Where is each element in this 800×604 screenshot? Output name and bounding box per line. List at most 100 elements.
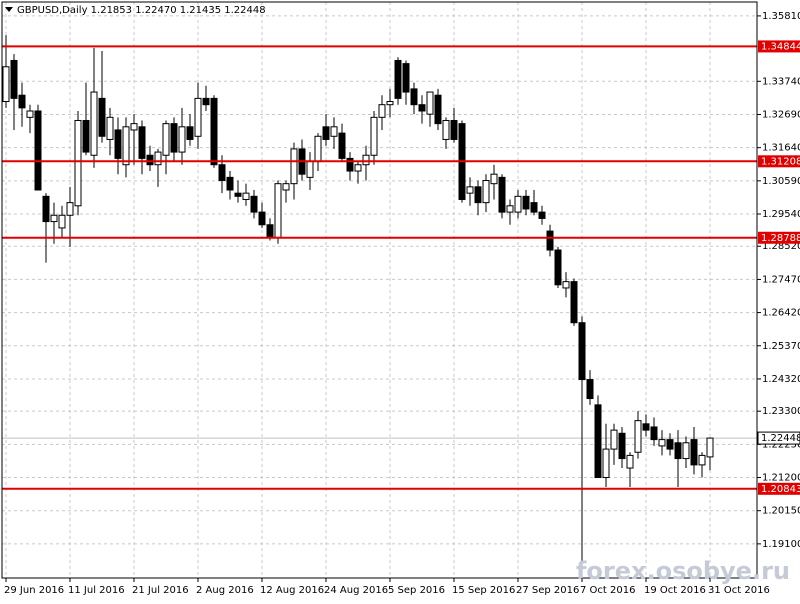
candle-body (610, 429, 618, 450)
candle-body (466, 186, 474, 194)
y-tick-label: 1.30590 (762, 176, 800, 187)
y-tick-label: 1.24320 (762, 374, 800, 385)
x-tick-label: 12 Aug 2016 (260, 585, 324, 596)
candle-body (2, 66, 10, 103)
candle-body (626, 454, 634, 469)
candle-body (402, 63, 410, 93)
plot-frame (1, 1, 758, 579)
level-label: 1.34844 (761, 41, 800, 52)
candle-body (586, 379, 594, 400)
candle-body (482, 180, 490, 204)
candle-body (306, 161, 314, 178)
candle-body (506, 205, 514, 213)
symbol-icon (5, 7, 13, 12)
chart-title: GBPUSD,Daily 1.21853 1.22470 1.21435 1.2… (17, 5, 266, 16)
candle-body (186, 126, 194, 140)
y-tick-label: 1.23300 (762, 406, 800, 417)
candle-body (226, 176, 234, 191)
candle-body (50, 214, 58, 223)
candle-body (378, 104, 386, 118)
plot-layer (2, 2, 757, 578)
candle-body (154, 151, 162, 166)
candle-body (386, 101, 394, 106)
candle-body (698, 454, 706, 466)
candle-body (490, 173, 498, 185)
y-tick-label: 1.31640 (762, 143, 800, 154)
candle-body (546, 230, 554, 251)
candle-body (434, 94, 442, 125)
candle-body (290, 148, 298, 185)
candle-body (138, 126, 146, 159)
candle-body (250, 195, 258, 213)
x-tick-label: 31 Oct 2016 (708, 585, 770, 596)
candle-body (570, 281, 578, 324)
candle-body (234, 192, 242, 197)
candle-body (210, 97, 218, 166)
candle-body (66, 202, 74, 216)
candle-body (338, 132, 346, 159)
y-tick-label: 1.35810 (762, 11, 800, 22)
level-label: 1.20843 (761, 484, 800, 495)
candle-body (522, 195, 530, 210)
candle-body (106, 116, 114, 140)
candle-body (42, 195, 50, 223)
x-tick-label: 11 Jul 2016 (68, 585, 125, 596)
candle-body (410, 88, 418, 106)
candle-body (330, 126, 338, 137)
candle-body (578, 322, 586, 381)
candle-body (282, 183, 290, 191)
candle-body (642, 423, 650, 431)
candle-body (634, 420, 642, 453)
candle-body (266, 224, 274, 238)
y-tick-label: 1.20150 (762, 506, 800, 517)
candle-body (354, 164, 362, 172)
candle-body (346, 157, 354, 172)
candle-body (130, 123, 138, 131)
x-tick-label: 7 Oct 2016 (580, 585, 635, 596)
candle-body (202, 97, 210, 106)
y-tick-label: 1.26420 (762, 308, 800, 319)
x-tick-label: 29 Jun 2016 (4, 585, 64, 596)
candle-body (474, 186, 482, 204)
candle-body (34, 110, 42, 191)
candle-body (370, 116, 378, 156)
candle-body (322, 126, 330, 140)
price-label-box (757, 431, 800, 445)
candle-body (530, 202, 538, 213)
x-tick-label: 24 Aug 2016 (324, 585, 388, 596)
candle-body (146, 154, 154, 166)
x-tick-label: 21 Jul 2016 (132, 585, 189, 596)
candle-body (498, 176, 506, 213)
y-tick-label: 1.19100 (762, 539, 800, 550)
candle-body (314, 135, 322, 163)
candle-body (538, 211, 546, 219)
x-tick-label: 15 Sep 2016 (452, 585, 515, 596)
candle-body (114, 129, 122, 159)
candle-body (242, 192, 250, 200)
y-tick-label: 1.29540 (762, 209, 800, 220)
watermark: forex.osobye.ru (576, 557, 790, 585)
y-tick-label: 1.33740 (762, 76, 800, 87)
candle-body (26, 110, 34, 118)
candle-body (658, 439, 666, 447)
candle-body (554, 249, 562, 286)
y-tick-label: 1.28520 (762, 241, 800, 252)
candle-body (682, 442, 690, 460)
candle-body (426, 91, 434, 115)
candle-body (442, 119, 450, 140)
price-label: 1.22448 (761, 433, 800, 444)
level-label: 1.31208 (761, 156, 800, 167)
y-tick-label: 1.21200 (762, 473, 800, 484)
x-tick-label: 2 Aug 2016 (196, 585, 254, 596)
candle-body (650, 426, 658, 441)
level-label-box (758, 40, 800, 53)
candle-body (594, 404, 602, 479)
candle-body (170, 123, 178, 153)
candle-body (258, 211, 266, 226)
candle-body (666, 439, 674, 450)
level-label: 1.28788 (761, 233, 800, 244)
y-tick-label: 1.22250 (762, 439, 800, 450)
candle-body (18, 94, 26, 109)
